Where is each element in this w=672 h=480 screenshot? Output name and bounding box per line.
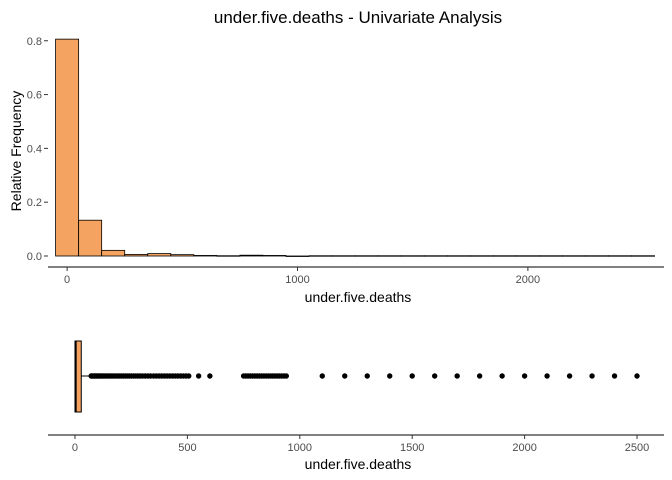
outlier-points	[88, 373, 640, 379]
histogram-bar	[216, 255, 241, 257]
histogram-bars	[55, 38, 655, 257]
histogram-chart: under.five.deaths - Univariate Analysis …	[8, 8, 664, 305]
x-tick-label: 0	[64, 274, 70, 286]
outlier-point	[611, 373, 618, 379]
histogram-bar	[147, 253, 172, 257]
outlier-point	[409, 373, 415, 379]
y-tick-label: 0.0	[27, 251, 42, 263]
x-axis-title: under.five.deaths	[305, 289, 412, 305]
histogram-bar	[446, 255, 471, 257]
histogram-bar	[377, 255, 402, 257]
histogram-bar	[423, 255, 448, 257]
outlier-point	[521, 373, 528, 379]
boxplot-x-tick-label: 1500	[400, 442, 424, 454]
histogram-bar	[492, 255, 517, 257]
histogram-bar	[539, 255, 563, 257]
histogram-bar	[193, 255, 218, 257]
histogram-bar	[170, 254, 195, 257]
histogram-bar	[101, 249, 126, 257]
histogram-bar	[608, 255, 632, 257]
outlier-point	[566, 373, 573, 379]
histogram-bar	[400, 255, 425, 257]
outlier-point	[342, 373, 348, 379]
chart-title: under.five.deaths - Univariate Analysis	[214, 8, 502, 27]
histogram-bar	[331, 255, 356, 257]
boxplot	[74, 340, 91, 413]
boxplot-x-tick-label: 1000	[288, 442, 312, 454]
histogram-bar	[285, 255, 310, 257]
histogram-bar	[354, 255, 379, 257]
histogram-bar	[562, 255, 586, 257]
outlier-point	[544, 373, 550, 379]
outlier-point	[634, 373, 640, 379]
boxplot-x-axis-ticks: 0 500 1000 1500 2000 2500	[72, 435, 649, 454]
histogram-bar	[515, 255, 540, 257]
outlier-point	[589, 373, 595, 379]
histogram-bar	[124, 253, 149, 257]
y-tick-label: 0.4	[27, 143, 42, 155]
x-tick-label: 2000	[516, 274, 540, 286]
histogram-bar	[262, 255, 287, 257]
boxplot-box	[74, 340, 82, 413]
outlier-point	[499, 373, 505, 379]
y-tick-label: 0.8	[27, 36, 42, 48]
outlier-point	[319, 373, 325, 379]
y-axis-title: Relative Frequency	[8, 91, 24, 212]
boxplot-chart: 0 500 1000 1500 2000 2500 under.five.deaths	[48, 340, 664, 472]
outlier-point	[283, 373, 290, 379]
x-tick-label: 1000	[285, 274, 309, 286]
outlier-point	[387, 373, 393, 379]
histogram-bar	[585, 255, 609, 257]
x-axis-ticks: 0 1000 2000	[64, 267, 540, 286]
outlier-point	[186, 373, 192, 379]
histogram-bar	[78, 219, 103, 257]
outlier-point	[431, 373, 438, 379]
boxplot-x-tick-label: 2000	[512, 442, 536, 454]
y-tick-label: 0.2	[27, 197, 42, 209]
boxplot-x-axis-title: under.five.deaths	[305, 456, 412, 472]
histogram-bar	[239, 254, 264, 257]
outlier-point	[195, 373, 202, 379]
y-tick-label: 0.6	[27, 90, 42, 102]
histogram-bar	[308, 255, 333, 257]
y-axis-ticks: 0.0 0.2 0.4 0.6 0.8	[27, 36, 48, 263]
boxplot-x-tick-label: 500	[178, 442, 196, 454]
outlier-point	[476, 373, 483, 379]
boxplot-x-tick-label: 2500	[625, 442, 649, 454]
outlier-point	[454, 373, 460, 379]
outlier-point	[364, 373, 370, 379]
boxplot-x-tick-label: 0	[72, 442, 78, 454]
histogram-bar	[631, 255, 655, 257]
histogram-bar	[469, 255, 494, 257]
histogram-bar	[55, 38, 80, 257]
outlier-point	[207, 373, 213, 379]
